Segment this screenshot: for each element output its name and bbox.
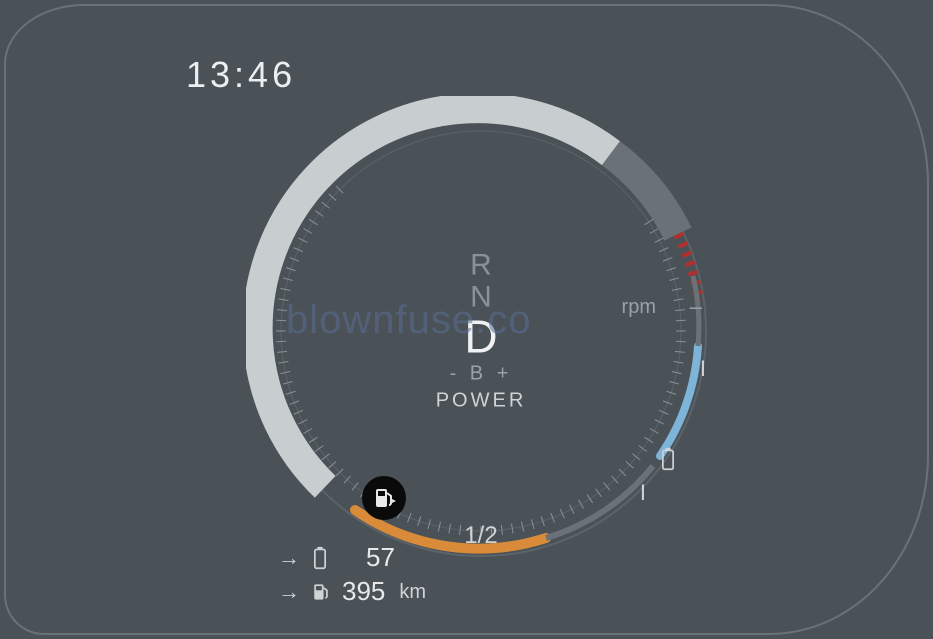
range-unit: km [399, 579, 426, 605]
fuel-track [546, 466, 653, 538]
clock: 13:46 [186, 54, 296, 96]
tach-arc [258, 108, 611, 487]
fuel-half-mark: 1/2 [464, 522, 497, 550]
arrow-icon: → [278, 544, 300, 573]
range-readouts: → 57 → 395 km [278, 541, 426, 609]
battery-icon [310, 546, 330, 570]
battery-range-row: → 57 [278, 541, 426, 575]
gear-d: D [436, 312, 527, 360]
fuel-half-num: 1 [464, 522, 477, 549]
arrow-icon: → [278, 578, 300, 607]
fuel-pump-icon [362, 476, 406, 520]
gear-r: R [436, 249, 527, 281]
rpm-label: rpm [622, 296, 656, 319]
gear-indicator: R N D - B + POWER [436, 249, 527, 412]
main-gauge: R N D - B + POWER rpm 1/2 I I – [246, 96, 716, 566]
power-label: POWER [436, 390, 527, 413]
fuel-full-mark: I [640, 480, 646, 506]
gear-b: - B + [436, 363, 527, 386]
gear-n: N [436, 281, 527, 313]
fuel-pump-icon [310, 581, 332, 603]
battery-empty-mark: – [690, 294, 702, 320]
cluster-frame: 13:46 R [4, 4, 929, 635]
tach-arc-dim [611, 153, 678, 234]
battery-icon [658, 447, 678, 476]
fuel-range-value: 395 [342, 575, 385, 609]
battery-range-value: 57 [366, 541, 395, 575]
battery-full-mark: I [700, 356, 706, 382]
fuel-range-row: → 395 km [278, 575, 426, 609]
fuel-half-den: 2 [484, 522, 497, 549]
